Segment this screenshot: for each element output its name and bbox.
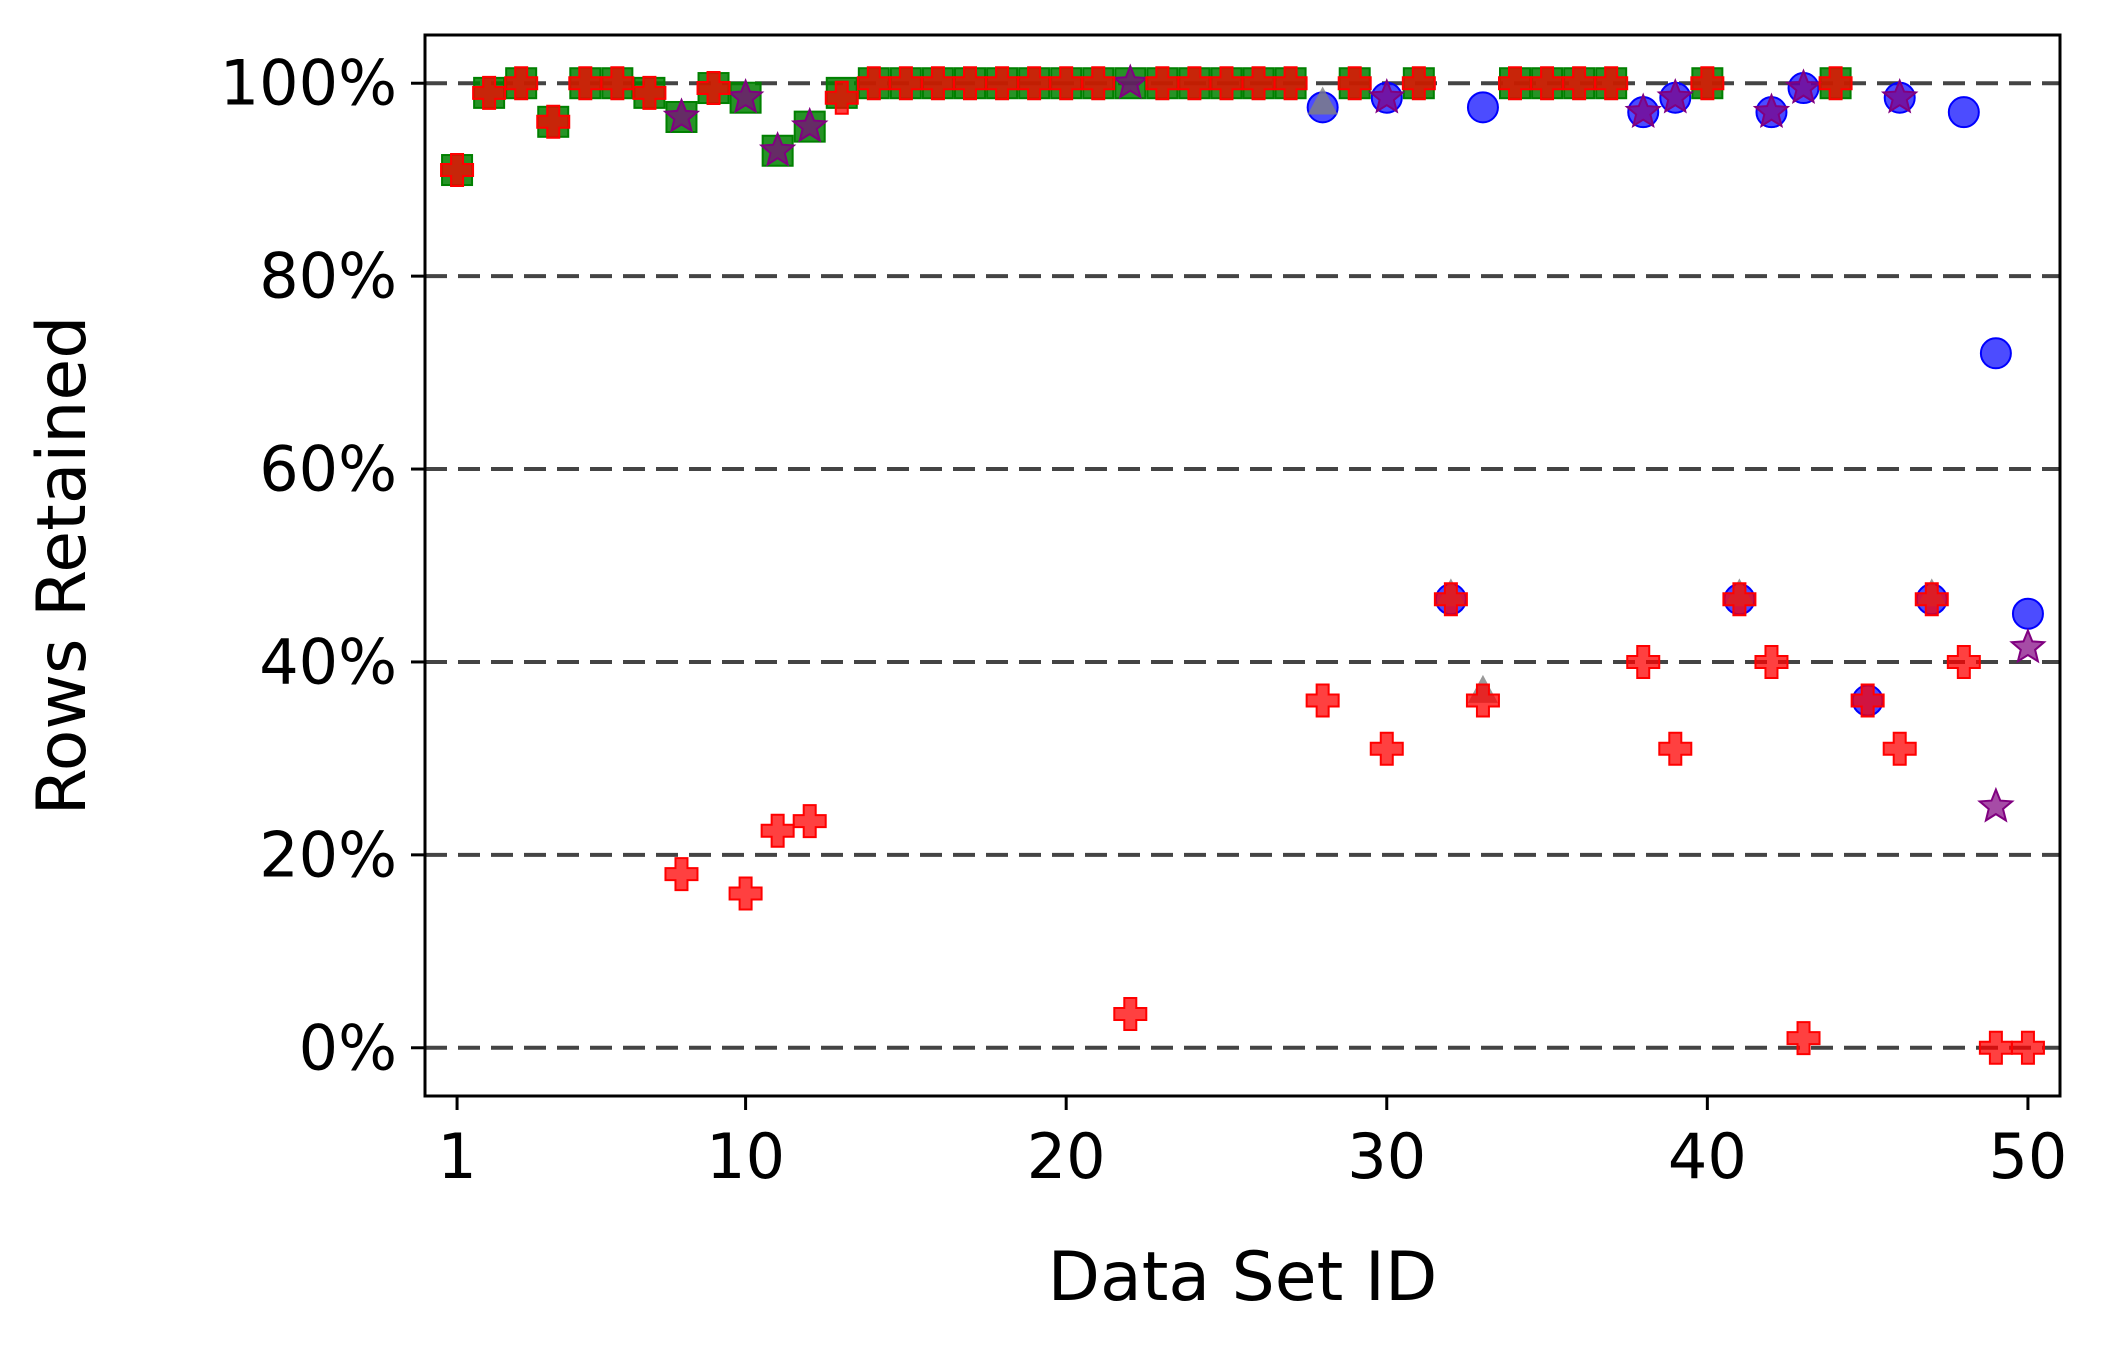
y-tick-label: 0% <box>299 1011 397 1084</box>
plot-frame <box>423 33 2062 1098</box>
data-point-plus <box>1946 644 1981 679</box>
data-point-plus <box>1081 66 1116 101</box>
data-point-plus <box>536 104 571 139</box>
data-point-star <box>1624 92 1662 129</box>
data-point-plus <box>1754 644 1789 679</box>
data-point-plus <box>1273 66 1308 101</box>
data-point-star <box>1368 78 1406 114</box>
data-point-plus <box>1145 66 1180 101</box>
data-point-plus <box>920 66 955 101</box>
x-tick-label: 1 <box>437 1120 476 1193</box>
data-point-star <box>1656 78 1695 114</box>
data-point-plus <box>1850 683 1885 718</box>
data-point-plus <box>792 804 827 839</box>
data-point-star <box>662 97 701 133</box>
data-point-plus <box>472 75 507 110</box>
data-point-plus <box>856 66 891 101</box>
x-axis-title: Data Set ID <box>1048 1238 1438 1317</box>
x-tick-label: 30 <box>1347 1120 1426 1193</box>
x-tick-label: 40 <box>1668 1120 1747 1193</box>
data-point-plus <box>1337 66 1372 101</box>
data-point-plus <box>1818 66 1853 101</box>
data-point-plus <box>2010 1030 2045 1065</box>
data-point-star <box>1784 68 1823 104</box>
y-axis-ticks: 0% 20% 40% 60% 80% 100% <box>220 47 425 1084</box>
data-point-plus <box>1498 66 1532 101</box>
data-point-plus <box>1177 66 1212 101</box>
data-point-plus <box>1786 1021 1821 1056</box>
data-point-plus <box>1626 644 1661 679</box>
data-point-plus <box>1562 66 1597 101</box>
data-point-plus <box>600 66 635 101</box>
data-point-plus <box>1241 66 1276 101</box>
data-point-plus <box>632 75 667 110</box>
data-point-circle <box>1466 91 1499 124</box>
data-point-plus <box>568 66 603 101</box>
data-point-plus <box>1017 66 1052 101</box>
data-point-plus <box>1401 66 1436 101</box>
y-tick-label: 20% <box>259 818 397 891</box>
data-point-plus <box>1465 683 1500 718</box>
x-tick-label: 10 <box>706 1120 785 1193</box>
data-points <box>440 63 2047 1065</box>
data-point-circle <box>2011 597 2044 630</box>
x-axis-ticks: 1 10 20 30 40 50 <box>437 1096 2067 1193</box>
y-tick-label: 40% <box>259 625 397 698</box>
data-point-plus <box>1049 66 1084 101</box>
y-axis-title: Rows Retained <box>23 316 102 816</box>
data-point-star <box>2009 627 2047 664</box>
data-point-plus <box>760 813 795 848</box>
data-point-triangle <box>1307 86 1338 115</box>
data-point-plus <box>1113 997 1148 1032</box>
data-point-plus <box>985 66 1020 101</box>
data-point-plus <box>504 66 539 101</box>
data-point-plus <box>696 71 731 106</box>
data-point-plus <box>440 153 475 188</box>
x-tick-label: 20 <box>1027 1120 1106 1193</box>
data-point-plus <box>664 857 699 892</box>
data-point-plus <box>824 80 859 115</box>
data-point-plus <box>1594 66 1629 101</box>
data-point-star <box>1977 786 2015 823</box>
x-tick-label: 50 <box>1988 1120 2067 1193</box>
data-point-circle <box>1947 96 1980 129</box>
data-point-star <box>1111 63 1150 100</box>
data-point-plus <box>1433 582 1468 617</box>
data-point-star <box>1880 78 1919 114</box>
y-tick-label: 60% <box>259 433 397 506</box>
data-point-plus <box>1369 731 1404 766</box>
data-point-plus <box>728 876 763 911</box>
data-point-plus <box>888 66 923 101</box>
data-point-plus <box>1305 683 1340 718</box>
data-point-circle <box>1979 337 2012 370</box>
data-point-star <box>1752 92 1791 129</box>
data-point-star <box>790 106 829 143</box>
data-point-plus <box>1658 731 1693 766</box>
data-point-plus <box>1882 731 1917 766</box>
data-point-star <box>758 131 797 167</box>
y-tick-label: 80% <box>259 240 397 313</box>
data-point-plus <box>1722 582 1757 617</box>
y-tick-label: 100% <box>220 47 397 120</box>
data-point-plus <box>1690 66 1725 101</box>
data-point-star <box>726 78 765 114</box>
data-point-plus <box>1209 66 1244 101</box>
data-point-plus <box>1978 1030 2013 1065</box>
data-point-plus <box>953 66 987 101</box>
data-point-plus <box>1914 582 1949 617</box>
data-point-plus <box>1530 66 1565 101</box>
